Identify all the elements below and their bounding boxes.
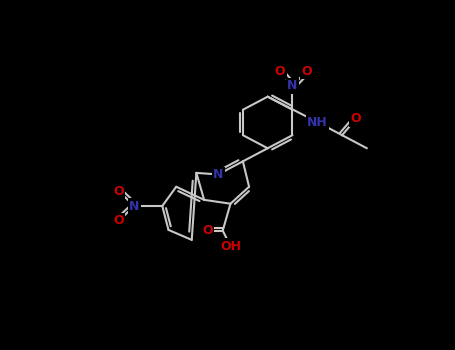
Text: N: N: [129, 199, 140, 212]
Text: O: O: [351, 112, 361, 126]
Text: N: N: [287, 79, 298, 92]
Text: O: O: [114, 185, 124, 198]
Text: O: O: [275, 65, 285, 78]
Text: OH: OH: [220, 239, 241, 253]
Text: N: N: [213, 168, 223, 181]
Text: O: O: [114, 214, 124, 227]
Text: O: O: [202, 224, 212, 237]
Text: O: O: [301, 65, 312, 78]
Text: NH: NH: [307, 116, 328, 128]
